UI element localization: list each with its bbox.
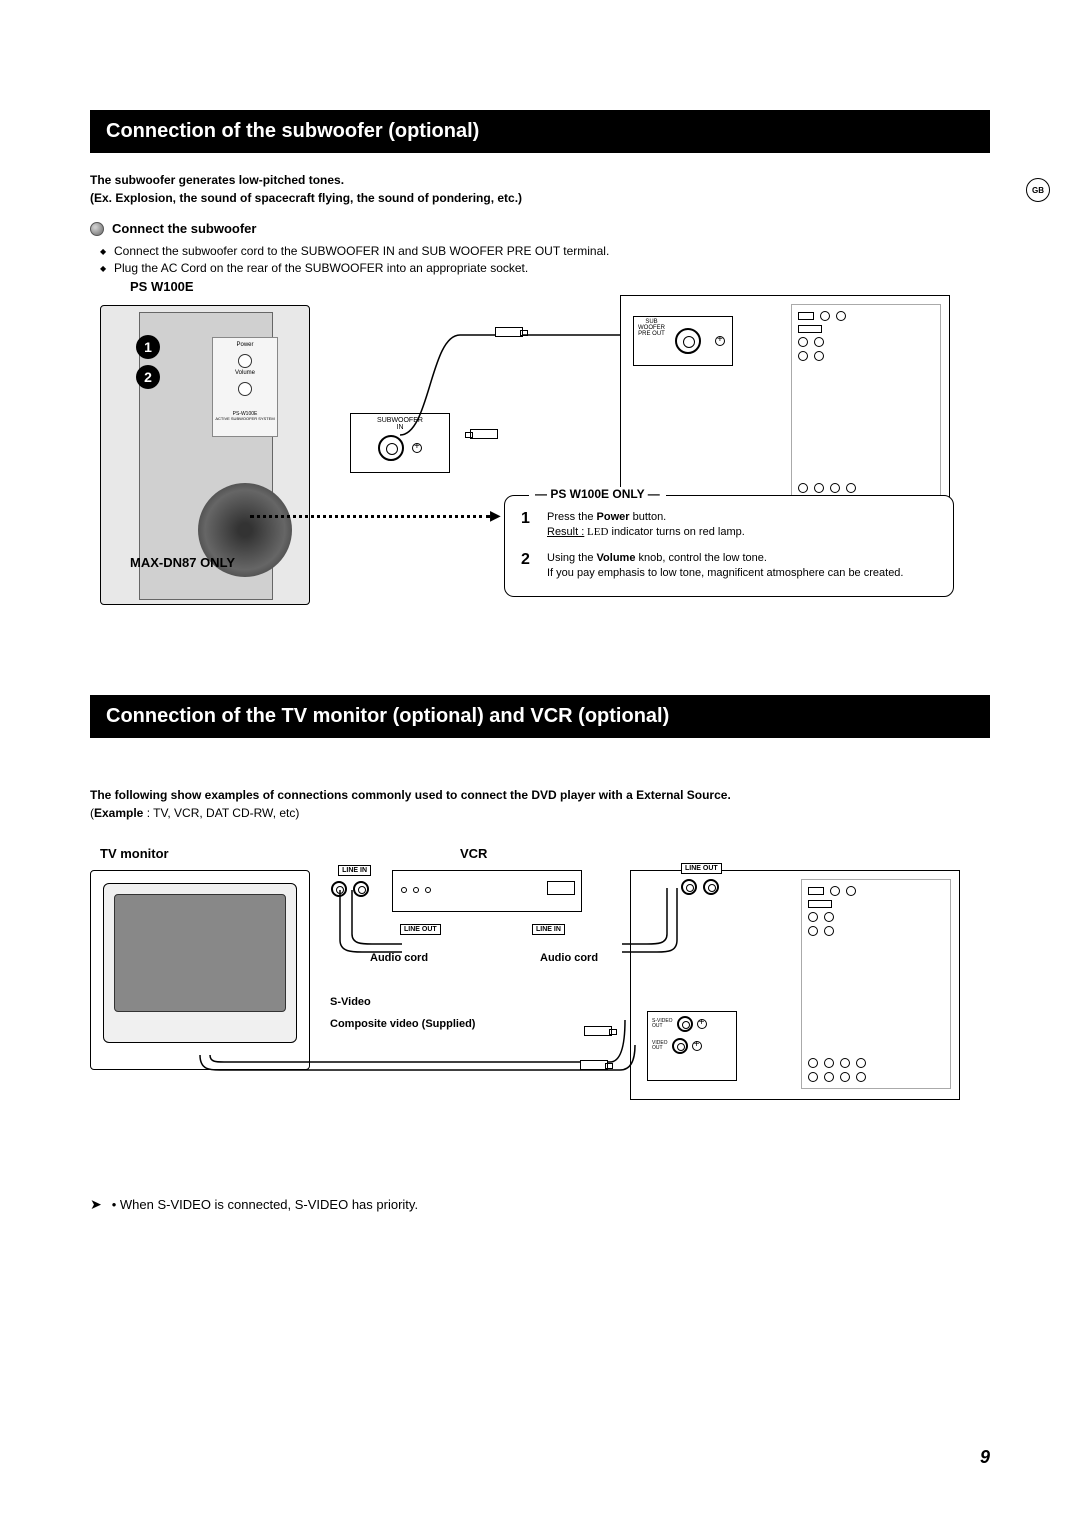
svideo-out-label: S-VIDEO OUT [652, 1019, 673, 1029]
panel-power-label: Power [213, 342, 277, 348]
svideo-port-icon [677, 1016, 693, 1032]
section1-title: Connection of the subwoofer (optional) [106, 120, 479, 142]
footer-note: • When S-VIDEO is connected, S-VIDEO has… [90, 1196, 990, 1213]
arrow-icon [90, 1196, 102, 1213]
callout-box: — PS W100E ONLY — 1 Press the Power butt… [504, 495, 954, 597]
back-panel: SUB WOOFER PRE OUT [620, 295, 950, 525]
plug-icon-1 [495, 327, 523, 337]
jack-icon [681, 879, 697, 895]
plug-icon-3 [580, 1060, 608, 1070]
bullet-line-1: Connect the subwoofer cord to the SUBWOO… [90, 244, 990, 258]
diagram-tv-vcr: TV monitor VCR LINE IN LINE OUT [90, 850, 990, 1160]
audio-cord-label-1: Audio cord [370, 952, 428, 964]
step-bullet-icon [90, 222, 104, 236]
subwoofer-control-panel: Power Volume PS-W100E ACTIVE SUBWOOFER S… [212, 337, 278, 437]
ports-area [791, 304, 941, 514]
language-badge-text: GB [1032, 186, 1044, 195]
callout-step2-num: 2 [521, 551, 537, 582]
power-knob-icon [238, 354, 252, 368]
tv-label: TV monitor [100, 846, 169, 861]
section1-header: Connection of the subwoofer (optional) [90, 110, 990, 153]
panel-desc-label: ACTIVE SUBWOOFER SYSTEM [213, 417, 277, 421]
tv-screen [114, 894, 286, 1012]
sub-preout-block: SUB WOOFER PRE OUT [633, 316, 733, 366]
plug-icon-4 [584, 1026, 612, 1036]
callout-step1-num: 1 [521, 510, 537, 541]
section2-title: Connection of the TV monitor (optional) … [106, 705, 669, 727]
callout-step-1: 1 Press the Power button. Result : LED i… [521, 510, 937, 541]
vcr-label: VCR [460, 846, 487, 861]
screw-icon-2 [715, 336, 725, 346]
video-out-block: S-VIDEO OUT VIDEO OUT [647, 1011, 737, 1081]
jack-icon [703, 879, 719, 895]
section2-example: (Example : TV, VCR, DAT CD-RW, etc) [90, 806, 990, 820]
badge-2: 2 [136, 365, 160, 389]
section1-intro2: (Ex. Explosion, the sound of spacecraft … [90, 191, 990, 205]
section1-intro1: The subwoofer generates low-pitched tone… [90, 173, 990, 187]
vcr-line-out-label: LINE OUT [400, 924, 441, 935]
page-number: 9 [980, 1447, 990, 1468]
model-label: PS W100E [130, 279, 194, 294]
arrow-head-icon: ▶ [490, 507, 501, 524]
line-out-ports [681, 879, 719, 895]
dotted-arrow [250, 515, 490, 518]
audio-cord-label-2: Audio cord [540, 952, 598, 964]
vcr-line-in-label: LINE IN [532, 924, 565, 935]
step-title: Connect the subwoofer [112, 221, 256, 236]
diagram-subwoofer: PS W100E Power Volume PS-W100E ACTIVE SU… [90, 285, 990, 645]
bullet-line-2: Plug the AC Cord on the rear of the SUBW… [90, 261, 990, 275]
language-badge: GB [1026, 178, 1050, 202]
max-label: MAX-DN87 ONLY [130, 555, 235, 570]
footer-note-text: When S-VIDEO is connected, S-VIDEO has p… [120, 1197, 418, 1212]
sub-preout-port-icon [675, 328, 701, 354]
video-port-icon [672, 1038, 688, 1054]
panel-volume-label: Volume [213, 370, 277, 376]
callout-title: — PS W100E ONLY — [529, 487, 666, 501]
plug-icon-2 [470, 429, 498, 439]
badge-1: 1 [136, 335, 160, 359]
step-header: Connect the subwoofer [90, 221, 990, 236]
callout-step-2: 2 Using the Volume knob, control the low… [521, 551, 937, 582]
screw-icon [697, 1019, 707, 1029]
line-out-label: LINE OUT [681, 863, 722, 874]
tv-line-in-label: LINE IN [338, 865, 371, 876]
section2-header: Connection of the TV monitor (optional) … [90, 695, 990, 738]
section2-intro1: The following show examples of connectio… [90, 788, 990, 802]
sub-preout-label: SUB WOOFER PRE OUT [638, 319, 665, 337]
audio-cable-1 [322, 880, 682, 1000]
volume-knob-icon [238, 382, 252, 396]
callout-step1-text: Press the Power button. Result : LED ind… [547, 510, 745, 541]
callout-step2-text: Using the Volume knob, control the low t… [547, 551, 903, 582]
video-out-label: VIDEO OUT [652, 1041, 668, 1051]
screw-icon [692, 1041, 702, 1051]
ports-area-2 [801, 879, 951, 1089]
